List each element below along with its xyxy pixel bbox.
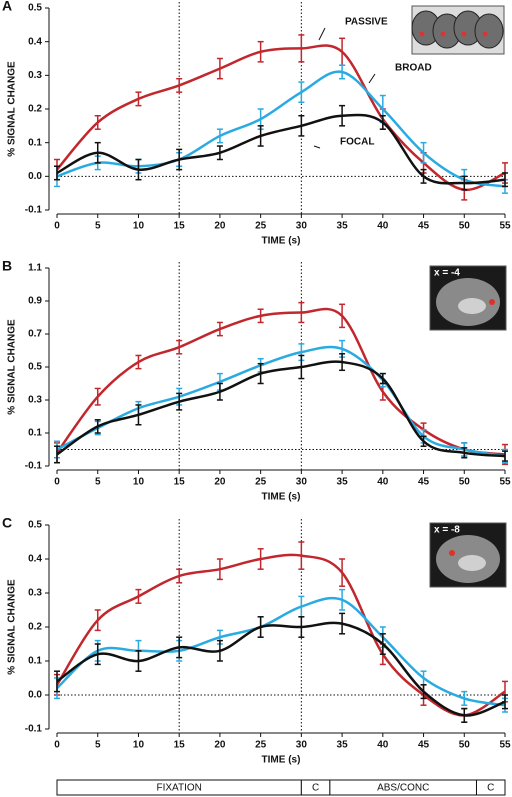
y-axis-label: % SIGNAL CHANGE: [7, 61, 18, 157]
x-tick-label: 20: [214, 221, 226, 232]
x-tick-label: 45: [418, 477, 430, 488]
series-line: [55, 553, 506, 717]
x-tick-label: 15: [174, 221, 186, 232]
x-tick-label: 5: [95, 740, 101, 751]
y-tick-label: 0.1: [28, 656, 42, 667]
timeline-segment: [475, 779, 506, 796]
brain-core: [458, 298, 486, 314]
x-tick-label: 40: [377, 740, 389, 751]
x-tick-label: 10: [133, 477, 145, 488]
series-line: [56, 70, 506, 188]
activation: [440, 31, 446, 37]
x-axis-label: TIME (s): [262, 755, 301, 766]
inset-label: x = -8: [434, 525, 460, 536]
inset-label: x = -4: [434, 268, 460, 279]
x-tick-label: 20: [214, 477, 226, 488]
x-tick-label: 10: [133, 740, 145, 751]
activation: [489, 299, 495, 305]
series-line: [56, 360, 506, 458]
timeline-label: ABS/CONC: [377, 783, 429, 794]
x-tick-label: 35: [337, 740, 349, 751]
activation: [449, 550, 455, 556]
panel-letter: C: [2, 515, 12, 531]
y-tick-label: 1.1: [28, 263, 42, 274]
y-tick-label: 0.1: [28, 428, 42, 439]
x-tick-label: 5: [95, 477, 101, 488]
y-tick-label: 0.3: [28, 70, 42, 81]
y-tick-label: 0.4: [28, 554, 42, 565]
x-tick-label: 40: [377, 477, 389, 488]
y-tick-label: -0.1: [25, 461, 43, 472]
timeline-label: C: [487, 783, 494, 794]
series-line: [55, 307, 506, 456]
series-line: [56, 345, 506, 458]
y-tick-label: 0.2: [28, 104, 42, 115]
brain-core: [458, 555, 486, 571]
timeline-label: C: [312, 783, 319, 794]
y-tick-label: 0.3: [28, 588, 42, 599]
y-tick-label: 0.0: [28, 171, 42, 182]
x-tick-label: 50: [459, 221, 471, 232]
x-tick-label: 10: [133, 221, 145, 232]
y-tick-label: 0.4: [28, 36, 42, 47]
y-tick-label: -0.1: [25, 205, 43, 216]
timeline-label: FIXATION: [156, 783, 201, 794]
x-tick-label: 40: [377, 221, 389, 232]
leader-line: [318, 27, 326, 41]
panel-letter: A: [2, 0, 12, 14]
leader-line: [313, 145, 321, 149]
x-tick-label: 30: [296, 477, 308, 488]
y-tick-label: -0.1: [25, 724, 43, 735]
x-tick-label: 25: [255, 221, 267, 232]
y-axis-label: % SIGNAL CHANGE: [7, 579, 18, 675]
x-tick-label: 30: [296, 221, 308, 232]
x-tick-label: 30: [296, 740, 308, 751]
x-tick-label: 55: [499, 477, 511, 488]
x-tick-label: 20: [214, 740, 226, 751]
x-tick-label: 15: [174, 477, 186, 488]
series-line: [56, 113, 506, 185]
series-label: PASSIVE: [345, 17, 388, 28]
activation: [461, 31, 467, 37]
y-tick-label: 0.9: [28, 296, 42, 307]
y-tick-label: 0.5: [28, 520, 42, 531]
y-tick-label: 0.2: [28, 622, 42, 633]
series-line: [56, 596, 506, 707]
x-tick-label: 35: [337, 477, 349, 488]
x-axis-label: TIME (s): [262, 236, 301, 247]
series-label: BROAD: [395, 63, 432, 74]
x-tick-label: 45: [418, 740, 430, 751]
y-axis-label: % SIGNAL CHANGE: [7, 319, 18, 415]
x-tick-label: 45: [418, 221, 430, 232]
x-tick-label: 0: [54, 221, 60, 232]
series-line: [56, 44, 506, 192]
leader-line: [368, 73, 376, 84]
x-tick-label: 55: [499, 740, 511, 751]
y-tick-label: 0.5: [28, 362, 42, 373]
activation: [482, 31, 488, 37]
x-tick-label: 50: [459, 477, 471, 488]
x-tick-label: 50: [459, 740, 471, 751]
y-tick-label: 0.7: [28, 329, 42, 340]
y-tick-label: 0.1: [28, 137, 42, 148]
x-tick-label: 15: [174, 740, 186, 751]
x-tick-label: 0: [54, 740, 60, 751]
x-tick-label: 0: [54, 477, 60, 488]
x-tick-label: 25: [255, 477, 267, 488]
activation: [419, 31, 425, 37]
brain-slice: [474, 13, 504, 49]
y-tick-label: 0.0: [28, 690, 42, 701]
x-tick-label: 25: [255, 740, 267, 751]
x-tick-label: 55: [499, 221, 511, 232]
series-label: FOCAL: [340, 137, 374, 148]
x-tick-label: 35: [337, 221, 349, 232]
panel-letter: B: [2, 258, 12, 274]
series-line: [56, 621, 506, 717]
y-tick-label: 0.5: [28, 3, 42, 14]
x-axis-label: TIME (s): [262, 492, 301, 503]
x-tick-label: 5: [95, 221, 101, 232]
y-tick-label: 0.3: [28, 395, 42, 406]
